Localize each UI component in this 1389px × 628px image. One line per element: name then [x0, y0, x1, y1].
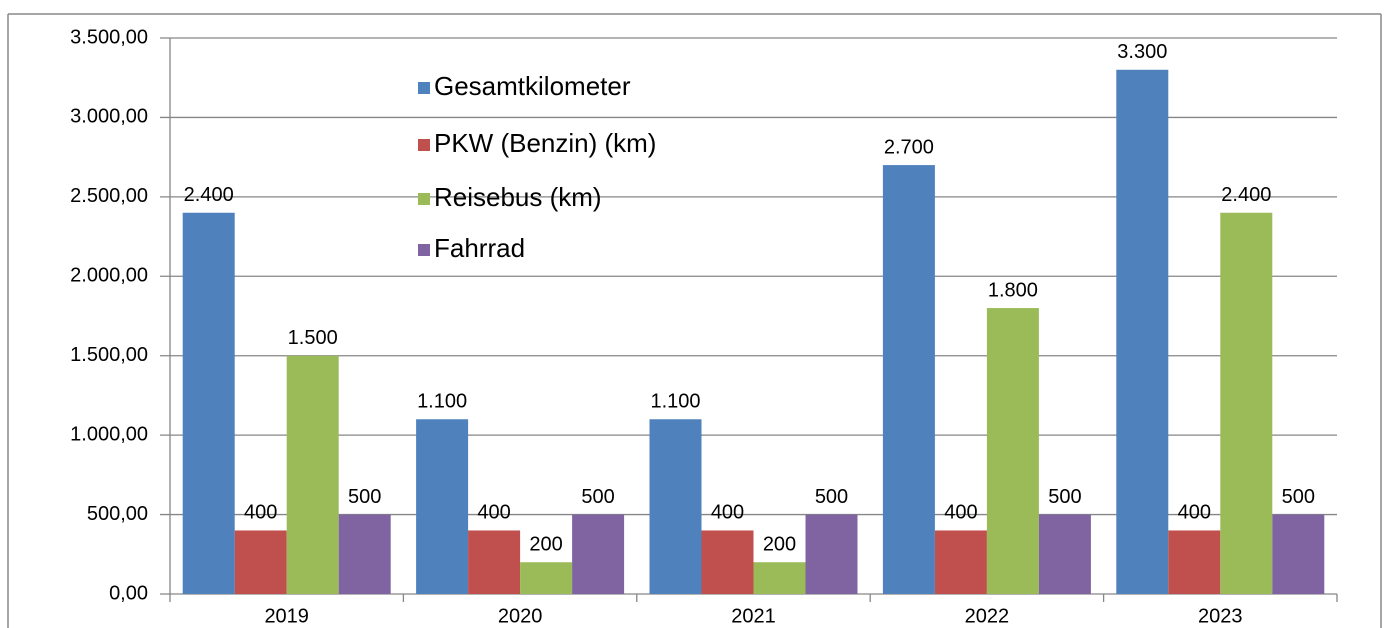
x-tick-label: 2020	[498, 605, 543, 627]
data-label: 400	[1178, 502, 1211, 524]
legend-label: PKW (Benzin) (km)	[434, 128, 656, 158]
data-label: 3.300	[1117, 41, 1167, 63]
bar	[468, 530, 521, 594]
legend-swatch	[418, 139, 430, 151]
bar	[182, 212, 235, 594]
y-tick-label: 2.500,00	[70, 185, 148, 207]
x-tick-label: 2022	[965, 605, 1010, 627]
bar	[1220, 212, 1273, 594]
y-tick-label: 500,00	[87, 503, 148, 525]
legend-label: Reisebus (km)	[434, 182, 602, 212]
legend-label: Gesamtkilometer	[434, 71, 631, 101]
data-label: 1.500	[288, 327, 338, 349]
data-label: 500	[581, 486, 614, 508]
y-tick-label: 2.000,00	[70, 265, 148, 287]
data-label: 500	[1048, 486, 1081, 508]
y-tick-label: 0,00	[109, 582, 148, 604]
y-tick-label: 3.500,00	[70, 26, 148, 48]
bar	[753, 562, 806, 594]
data-label: 200	[763, 534, 796, 556]
bar	[1168, 530, 1221, 594]
bar	[338, 514, 391, 594]
data-label: 400	[944, 502, 977, 524]
bar	[1038, 514, 1091, 594]
y-tick-label: 3.000,00	[70, 106, 148, 128]
x-tick-label: 2023	[1198, 605, 1243, 627]
bar	[1116, 69, 1169, 595]
bar	[416, 419, 469, 594]
data-label: 500	[348, 486, 381, 508]
bar	[934, 530, 987, 594]
bar	[649, 419, 702, 594]
bar	[986, 308, 1039, 594]
data-label: 1.100	[417, 391, 467, 413]
data-label: 2.400	[184, 184, 234, 206]
data-label: 1.100	[650, 391, 700, 413]
x-tick-label: 2019	[264, 605, 309, 627]
bar	[701, 530, 754, 594]
bar	[286, 355, 339, 594]
y-tick-label: 1.500,00	[70, 344, 148, 366]
data-label: 500	[1282, 486, 1315, 508]
legend-swatch	[418, 82, 430, 94]
data-label: 2.400	[1221, 184, 1271, 206]
data-label: 2.700	[884, 136, 934, 158]
data-label: 400	[244, 502, 277, 524]
bar	[1272, 514, 1325, 594]
bar	[572, 514, 625, 594]
data-label: 500	[815, 486, 848, 508]
legend-swatch	[418, 193, 430, 205]
legend-label: Fahrrad	[434, 233, 525, 263]
data-label: 400	[477, 502, 510, 524]
legend-swatch	[418, 244, 430, 256]
data-label: 400	[711, 502, 744, 524]
bar	[234, 530, 287, 594]
bar	[805, 514, 858, 594]
y-tick-label: 1.000,00	[70, 423, 148, 445]
bar	[520, 562, 573, 594]
data-label: 1.800	[988, 279, 1038, 301]
bar	[882, 165, 935, 595]
x-tick-label: 2021	[731, 605, 776, 627]
data-label: 200	[529, 534, 562, 556]
